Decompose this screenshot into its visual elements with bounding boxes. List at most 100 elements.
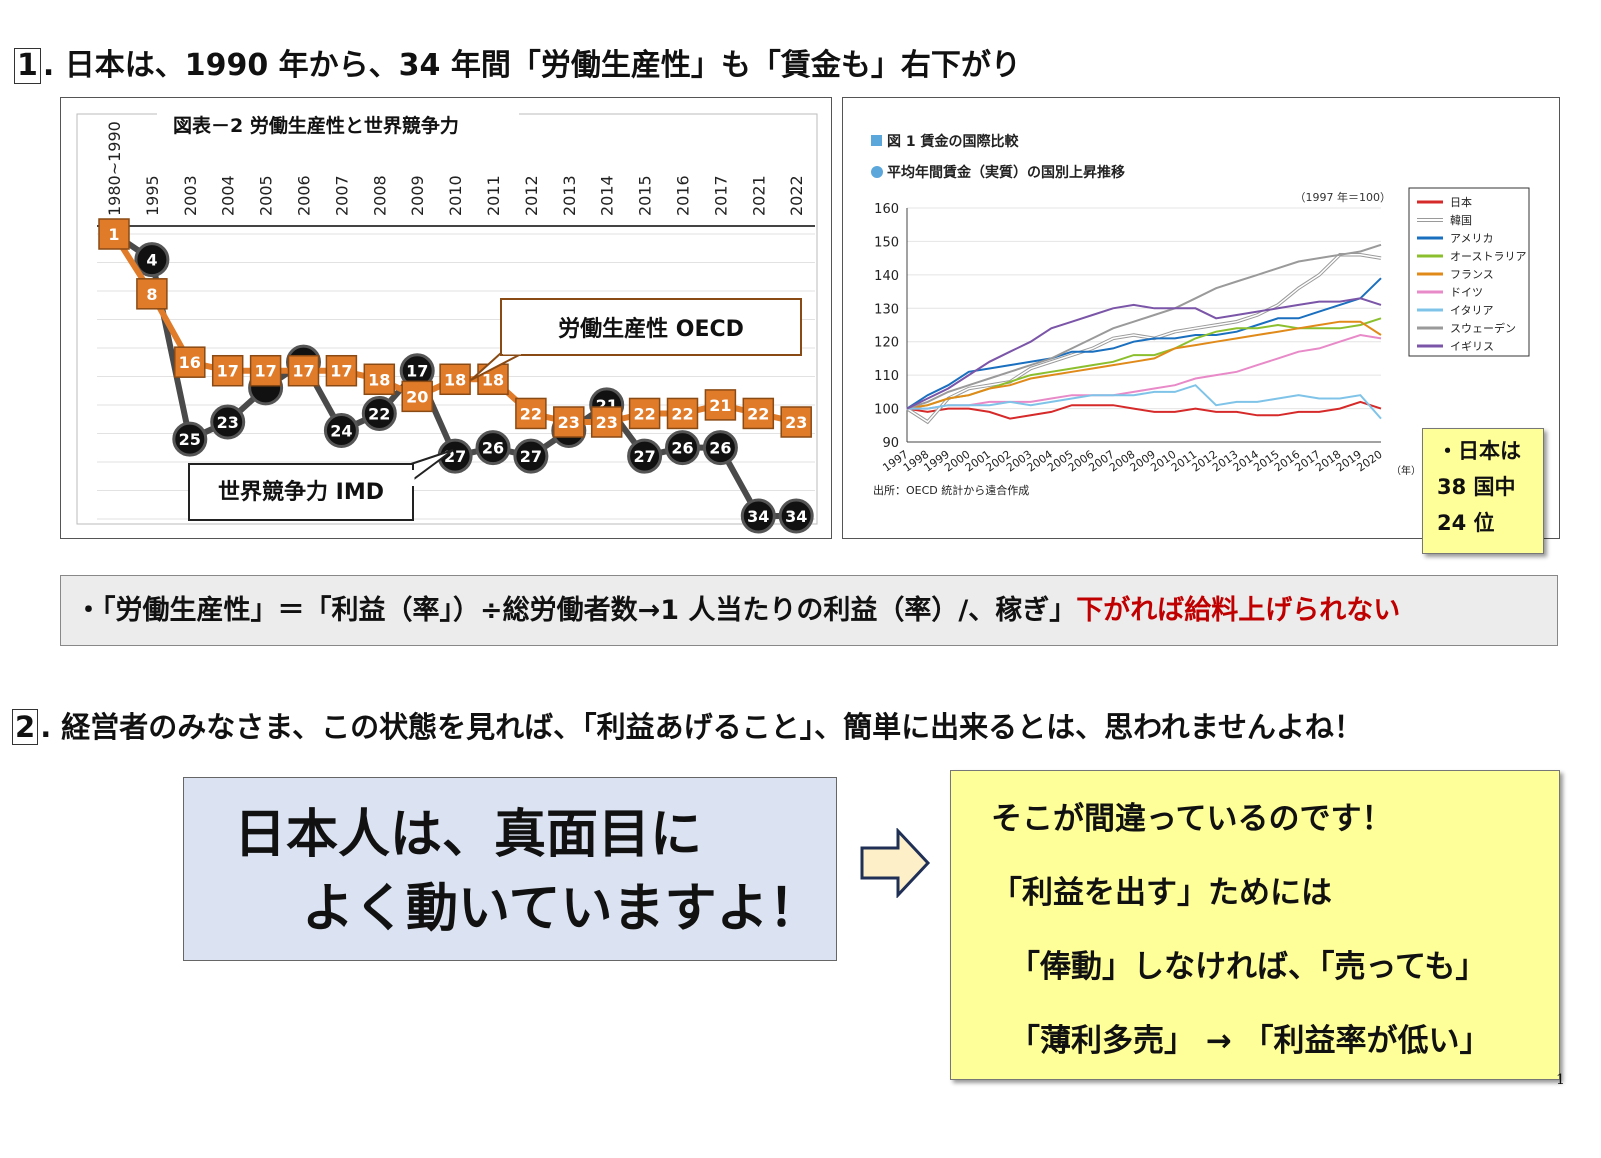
oecd-point — [628, 397, 661, 430]
definition-warning: 下がれば給料上げられない — [1076, 595, 1401, 626]
definition-bar: ・「労働生産性」＝「利益（率」）÷総労働者数→1 人当たりの利益（率）/、稼ぎ」… — [60, 575, 1558, 646]
x-tick-label: 2011 — [484, 175, 503, 216]
oecd-point — [704, 389, 737, 421]
oecd-label: 16 — [179, 353, 201, 372]
claim-line1: 日本人は、真面目に — [234, 805, 703, 865]
definition-text: ・「労働生産性」＝「利益（率」）÷総労働者数→1 人当たりの利益（率）/、稼ぎ」 — [75, 595, 1077, 626]
oecd-point — [363, 363, 396, 396]
series-line — [906, 277, 1382, 410]
imd-point — [778, 498, 814, 534]
x-tick-label: 2015 — [636, 175, 655, 216]
oecd-point — [515, 397, 547, 430]
heading-2-text: . 経営者のみなさま、この状態を見れば、「利益あげること」、簡単に出来るとは、思… — [40, 710, 1363, 744]
answer-line3: 「俸動」しなければ、「売っても」 — [1009, 949, 1487, 985]
imd-callout-box — [188, 463, 414, 521]
imd-label: 25 — [179, 430, 201, 449]
series-line — [907, 333, 1382, 410]
right-arrow-icon — [860, 828, 931, 898]
imd-label: 26 — [709, 439, 731, 458]
y-tick-label: 100 — [874, 403, 899, 418]
page-number: 1 — [1556, 1072, 1565, 1088]
heading-1-number: 1 — [14, 48, 41, 84]
oecd-point — [287, 354, 320, 387]
japan-rank-line2: 38 国中 — [1437, 475, 1516, 499]
x-tick-label: 1980~1990 — [105, 121, 124, 216]
series-line — [907, 384, 1382, 420]
x-axis-unit: （年） — [1391, 464, 1421, 477]
y-tick-label: 130 — [874, 302, 899, 317]
heading-2-number: 2 — [12, 709, 39, 745]
x-tick-label: 2017 — [711, 175, 730, 216]
legend-label: 日本 — [1450, 195, 1472, 209]
imd-point — [323, 413, 359, 449]
x-tick-label: 2006 — [295, 175, 314, 216]
imd-point — [134, 242, 170, 278]
x-tick-label: 2008 — [370, 175, 389, 216]
heading-1-text: . 日本は、1990 年から、34 年間「労働生産性」も「賃金も」右下がり — [42, 48, 1021, 83]
imd-point — [210, 404, 246, 440]
oecd-point — [439, 363, 471, 396]
imd-label: 17 — [406, 362, 428, 381]
oecd-label: 18 — [482, 370, 504, 389]
oecd-label: 17 — [254, 362, 276, 381]
answer-line1: そこが間違っているのです！ — [991, 801, 1393, 837]
x-tick-label: 2007 — [332, 175, 351, 216]
legend-label: イタリア — [1450, 304, 1494, 317]
legend-label: フランス — [1450, 268, 1494, 281]
x-tick-label: 2014 — [598, 175, 617, 216]
imd-point — [665, 430, 700, 466]
y-tick-label: 160 — [874, 202, 899, 217]
imd-label: 27 — [633, 447, 655, 466]
legend-label: イギリス — [1450, 340, 1494, 353]
oecd-point — [401, 380, 433, 413]
x-tick-label: 2016 — [674, 175, 693, 216]
oecd-callout-box — [500, 298, 802, 356]
oecd-label: 17 — [330, 362, 352, 381]
japan-rank-line1: ・日本は — [1437, 439, 1521, 463]
imd-label: 22 — [368, 404, 390, 423]
oecd-label: 22 — [520, 404, 542, 423]
oecd-point — [742, 397, 775, 430]
japan-rank-line3: 24 位 — [1437, 511, 1495, 535]
oecd-point — [666, 397, 699, 430]
imd-point — [627, 438, 663, 474]
title-square-icon — [871, 135, 882, 146]
series-line — [906, 297, 1382, 410]
oecd-point — [325, 354, 358, 387]
imd-label: 34 — [747, 507, 769, 526]
x-tick-label: 2010 — [446, 175, 465, 216]
oecd-label: 17 — [292, 362, 314, 381]
oecd-point — [249, 354, 282, 387]
oecd-point — [780, 406, 812, 438]
oecd-point — [211, 354, 244, 387]
y-tick-label: 150 — [874, 235, 899, 250]
legend-label: ドイツ — [1450, 286, 1483, 299]
oecd-point — [553, 406, 585, 438]
series-line — [906, 320, 1382, 410]
answer-line4: 「薄利多売」 → 「利益率が低い」 — [1009, 1023, 1491, 1059]
productivity-rank-chart-svg: 図表－2 労働生産性と世界競争力 1980~1990 1995 2003 2004 200… — [76, 106, 818, 534]
productivity-rank-chart: 図表－2 労働生産性と世界競争力 1980~1990 1995 2003 2004 200… — [60, 97, 832, 539]
x-tick-label: 2022 — [787, 175, 806, 216]
claim-line2: よく動いていますよ！ — [302, 879, 821, 939]
x-tick-label: 1995 — [143, 175, 162, 216]
legend-label: オーストラリア — [1450, 250, 1526, 263]
oecd-point — [174, 346, 206, 378]
source-note: 出所：OECD 統計から遠合作成 — [873, 483, 1029, 497]
series-line — [906, 400, 1382, 420]
series-line — [906, 317, 1382, 410]
oecd-label: 20 — [406, 387, 428, 406]
imd-label: 26 — [482, 439, 504, 458]
imd-label: 26 — [671, 439, 693, 458]
oecd-label: 22 — [747, 404, 769, 423]
chart-subtitle: 平均年間賃金（実質）の国別上昇推移 — [887, 164, 1125, 181]
answer-box: そこが間違っているのです！ 「利益を出す」ためには 「俸動」しなければ、「売って… — [950, 770, 1560, 1080]
base-year-note: （1997 年＝100） — [1295, 190, 1392, 204]
oecd-label: 1 — [108, 225, 119, 244]
x-tick-label: 2013 — [560, 175, 579, 216]
oecd-point — [98, 218, 130, 250]
oecd-label: 23 — [596, 413, 618, 432]
series-line — [906, 254, 1382, 423]
x-tick-label: 2004 — [219, 175, 238, 216]
